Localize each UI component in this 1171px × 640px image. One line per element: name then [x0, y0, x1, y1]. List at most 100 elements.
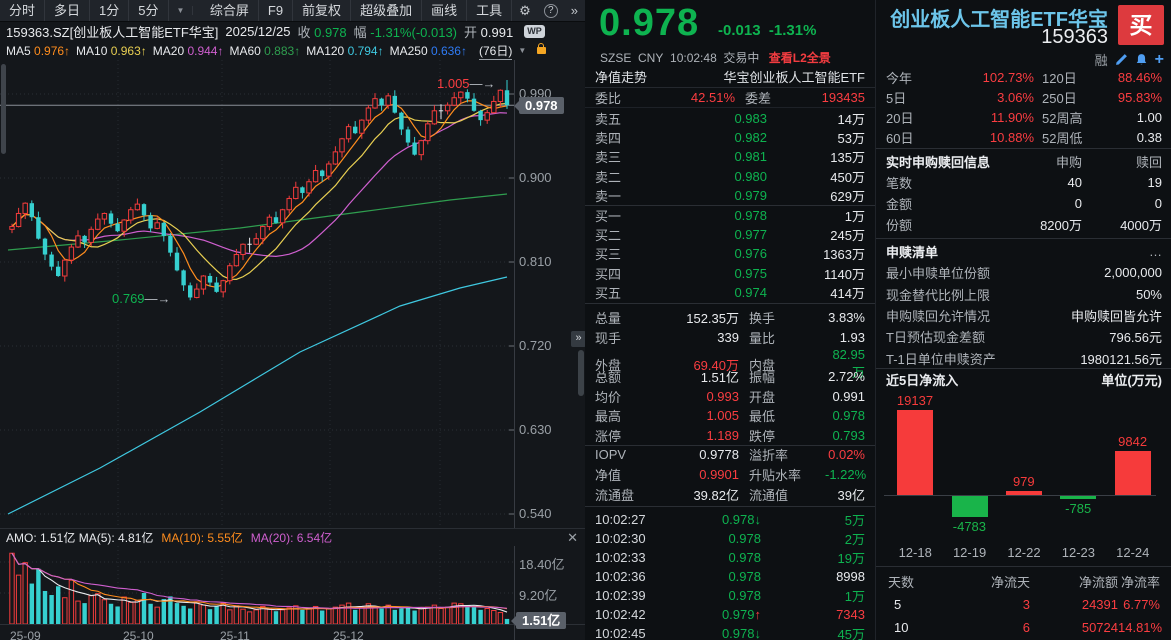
- net-inflow-dates: 12-18 12-19 12-22 12-23 12-24: [876, 545, 1171, 560]
- inflow-date-12-22: 12-22: [1007, 545, 1041, 560]
- close-volume-icon[interactable]: ✕: [567, 530, 578, 545]
- panel-collapse-button[interactable]: »: [571, 331, 586, 347]
- tick-volume: 8998: [836, 569, 865, 584]
- bid-volume: 1140万: [824, 266, 865, 282]
- ask-price: 0.979: [734, 187, 767, 203]
- bid-level-row[interactable]: 买三 0.976 1363万: [595, 246, 865, 263]
- toolbar-tool-4[interactable]: 画线: [422, 0, 468, 21]
- price-change: -0.013 -1.31%: [718, 22, 817, 39]
- volume-last-tag: 1.51亿: [510, 612, 567, 629]
- stat-row-4: 均价 0.993 开盘 0.991: [595, 388, 865, 405]
- ask-price: 0.983: [734, 111, 767, 127]
- stat-row-6: 涨停 1.189 跌停 0.793: [595, 427, 865, 444]
- bid-volume: 1363万: [823, 247, 865, 263]
- ask-level-row[interactable]: 卖三 0.981 135万: [595, 149, 865, 166]
- net-inflow-table: 天数 净流天 净流额 净流率 5 3 24391 6.77% 10 6 50724 14.81%: [876, 570, 1171, 639]
- add-icon[interactable]: +: [1154, 50, 1164, 68]
- inflow-value-label: 979: [1012, 473, 1035, 489]
- weibi-value: 42.51%: [690, 90, 735, 105]
- toolbar-item-0[interactable]: 分时: [0, 0, 46, 21]
- price-axis-label-0.630: 0.630: [519, 421, 552, 437]
- order-imbalance-row: 委比 42.51% 委差 193435: [585, 88, 875, 108]
- tab-fund-name[interactable]: 华宝创业板人工智能ETF: [723, 70, 865, 85]
- buy-button[interactable]: 买: [1118, 5, 1164, 45]
- flow-table-header: 天数 净流天 净流额 净流率: [888, 575, 1160, 590]
- bid-level-row[interactable]: 买四 0.975 1140万: [595, 265, 865, 282]
- ask-level-row[interactable]: 卖一 0.979 629万: [595, 187, 865, 204]
- tick-row-0: 10:02:27 0.978↓ 5万: [595, 512, 865, 528]
- inflow-value-label: -4783: [952, 519, 987, 535]
- stat-row-3: 总额 1.51亿 振幅 2.72%: [595, 369, 865, 386]
- open-value: 0.991: [480, 24, 514, 40]
- volume-chart[interactable]: [0, 546, 585, 640]
- l2-panorama-link[interactable]: 查看L2全景: [768, 51, 831, 65]
- redeem-list-section: 申赎清单… 最小申赎单位份额 2,000,000 现金替代比例上限 50% 申购赎回允许情…: [876, 240, 1171, 369]
- gear-icon[interactable]: ⚙: [519, 2, 531, 18]
- stats-grid: 总量 152.35万 换手 3.83% 现手 339 量比 1.93 外盘 69.40万 内盘 82.…: [585, 308, 875, 504]
- perf-row-3: 60日 10.88% 52周低 0.38: [886, 129, 1162, 146]
- market-status: 交易中: [723, 51, 760, 65]
- ask-volume: 14万: [837, 112, 865, 128]
- chevron-down-icon[interactable]: ▼: [518, 46, 527, 55]
- close-label: 收: [297, 24, 311, 40]
- instrument-code-name: 159363.SZ[创业板人工智能ETF华宝]: [6, 24, 219, 40]
- time-sales-list: 10:02:27 0.978↓ 5万 10:02:30 0.978 2万 10:02:33 0…: [585, 510, 875, 640]
- ma-item-MA10: MA10 0.963↑: [76, 43, 147, 58]
- toolbar-item-2[interactable]: 1分: [90, 0, 130, 21]
- help-icon[interactable]: ?: [543, 3, 558, 18]
- change-label: 幅: [353, 24, 367, 40]
- alert-bell-icon[interactable]: [1135, 53, 1148, 66]
- weicha-value: 193435: [821, 90, 865, 105]
- ask-level-row[interactable]: 卖五 0.983 14万: [595, 111, 865, 128]
- tick-row-5: 10:02:42 0.979↑ 7343: [595, 607, 865, 622]
- toolbar-tool-2[interactable]: 前复权: [293, 0, 352, 21]
- ma-item-MA120: MA120 0.794↑: [306, 43, 384, 58]
- ask-volume: 135万: [830, 150, 865, 166]
- redeem-list-row-3: T日预估现金差额 796.56元: [886, 330, 1162, 346]
- price-axis-label-0.900: 0.900: [519, 169, 552, 185]
- bid-level-row[interactable]: 买一 0.978 1万: [595, 208, 865, 225]
- date-axis-label-25-11: 25-11: [220, 629, 250, 640]
- bid-level-row[interactable]: 买二 0.977 245万: [595, 227, 865, 244]
- toolbar-item-3[interactable]: 5分: [129, 0, 169, 21]
- inflow-value-label: 19137: [896, 393, 934, 408]
- kline-chart[interactable]: [0, 60, 585, 528]
- instrument-name: 创业板人工智能ETF华宝: [890, 9, 1108, 31]
- toolbar-tool-5[interactable]: 工具: [467, 0, 513, 21]
- toolbar-item-1[interactable]: 多日: [45, 0, 91, 21]
- flow-table-row-0: 5 3 24391 6.77%: [894, 597, 1160, 612]
- bid-level-row[interactable]: 买五 0.974 414万: [595, 284, 865, 301]
- toolbar-tool-3[interactable]: 超级叠加: [351, 0, 423, 21]
- tab-nav-trend[interactable]: 净值走势: [595, 70, 648, 85]
- instrument-code: 159363: [1041, 26, 1108, 48]
- edit-icon[interactable]: [1115, 53, 1128, 66]
- toolbar-dropdown-icon[interactable]: ▼: [169, 6, 194, 15]
- lock-icon[interactable]: [537, 43, 547, 54]
- tick-row-6: 10:02:45 0.978↓ 45万: [585, 624, 875, 640]
- ma-period-selector[interactable]: (76日): [478, 43, 513, 60]
- ask-level-row[interactable]: 卖二 0.980 450万: [595, 168, 865, 185]
- close-value: 0.978: [314, 24, 347, 40]
- instrument-info-bar: 159363.SZ[创业板人工智能ETF华宝] 2025/12/25 收 0.9…: [0, 21, 585, 41]
- inflow-bar-12-19: [951, 496, 988, 518]
- ask-level-row[interactable]: 卖四 0.982 53万: [595, 130, 865, 147]
- wp-badge[interactable]: WP: [524, 24, 545, 38]
- price-axis-label-0.810: 0.810: [519, 253, 552, 269]
- ma-item-MA5: MA5 0.976↑: [6, 43, 71, 58]
- left-scrollbar-thumb[interactable]: [1, 64, 6, 154]
- tick-row-2: 10:02:33 0.978 19万: [595, 550, 865, 566]
- subscription-header: 实时申购赎回信息 申购 赎回: [886, 154, 1162, 170]
- toolbar-tool-1[interactable]: F9: [259, 0, 294, 21]
- inflow-value-label: 9842: [1118, 434, 1148, 450]
- tick-volume: 7343: [836, 607, 865, 622]
- divider-scrollbar-thumb[interactable]: [578, 350, 584, 396]
- toolbar-tool-0[interactable]: 综合屏: [201, 0, 259, 21]
- more-chevron-icon[interactable]: »: [570, 3, 578, 18]
- tick-row-3: 10:02:36 0.978 8998: [595, 569, 865, 584]
- ma-item-MA60: MA60 0.883↑: [229, 43, 301, 58]
- net-inflow-unit: 单位(万元): [1101, 373, 1162, 388]
- margin-flag: 融: [1094, 53, 1108, 68]
- ask-price: 0.982: [734, 130, 767, 146]
- net-inflow-bar-chart: 19137 -4783 979 -785 9842: [876, 392, 1171, 544]
- more-icon[interactable]: …: [1149, 243, 1162, 259]
